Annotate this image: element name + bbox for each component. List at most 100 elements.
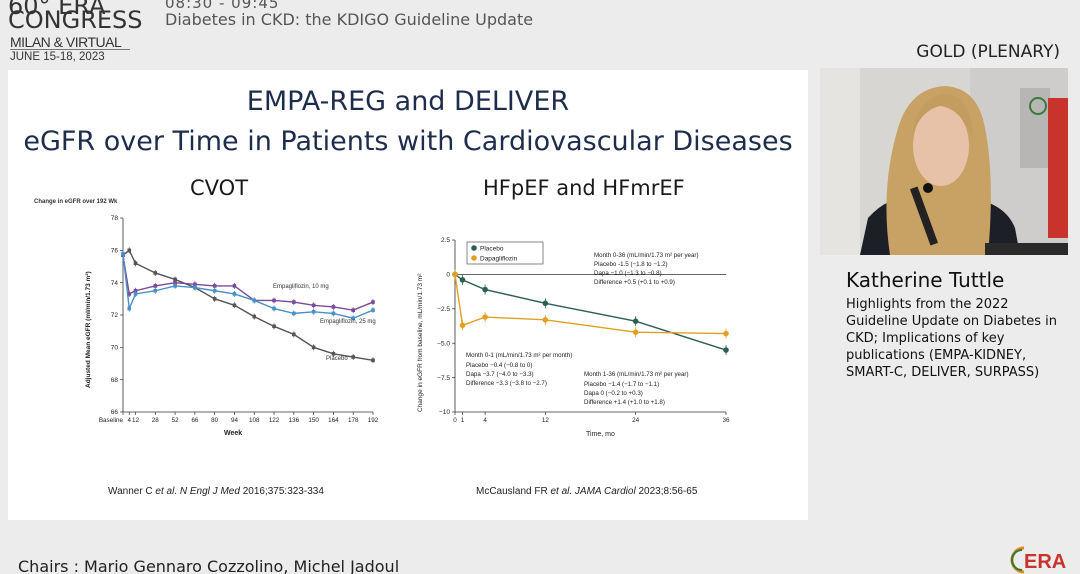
series-line-1 xyxy=(454,274,727,335)
data-point xyxy=(723,347,729,353)
annotation-header: Month 0-1 (mL/min/1.73 m² per month) xyxy=(466,352,572,359)
annotation-header: Month 1-36 (mL/min/1.73 m² per year) xyxy=(584,371,689,378)
x-tick-label: 66 xyxy=(191,417,199,424)
x-tick-label: Baseline xyxy=(99,417,124,424)
data-point xyxy=(331,352,336,356)
speaker-face xyxy=(913,106,969,186)
annotation-difference: Difference +0.5 (+0.1 to +0.9) xyxy=(594,279,675,286)
data-point xyxy=(371,358,375,363)
backdrop-red-panel xyxy=(1048,98,1068,238)
data-point xyxy=(632,318,639,324)
data-point xyxy=(133,292,138,296)
x-axis-label: Week xyxy=(224,430,242,437)
data-point xyxy=(272,306,276,311)
annotation-placebo: Placebo -1.5 (−1.8 to −1.2) xyxy=(594,261,668,268)
citation-journal: JAMA Cardiol xyxy=(572,486,636,497)
annotation-month-1-36: Month 1-36 (mL/min/1.73 m² per year) Pla… xyxy=(584,371,689,406)
data-point xyxy=(153,284,158,288)
x-tick-label: 108 xyxy=(249,417,260,424)
x-tick-label: 164 xyxy=(328,417,339,424)
speaker-video xyxy=(820,68,1068,255)
legend-label-placebo: Placebo xyxy=(480,246,504,253)
inline-label-empa-10: Empagliflozin, 10 mg xyxy=(273,284,329,290)
data-point xyxy=(311,345,316,350)
data-point xyxy=(292,311,296,316)
y-tick-label: 66 xyxy=(111,409,119,416)
data-point xyxy=(212,297,217,301)
annotation-header: Month 0-36 (mL/min/1.73 m² per year) xyxy=(594,252,699,259)
data-point xyxy=(127,248,132,253)
data-point xyxy=(311,303,316,308)
inline-label-empa-25: Empagliflozin, 25 mg xyxy=(320,319,376,325)
data-point xyxy=(459,322,466,329)
legend-label-dapagliflozin: Dapagliflozin xyxy=(480,256,518,263)
data-point xyxy=(292,300,296,304)
x-tick-label: 136 xyxy=(289,417,300,424)
annotation-dapa: Dapa −1.0 (−1.3 to −0.8) xyxy=(594,270,662,277)
legend-marker-placebo xyxy=(471,245,477,251)
y-tick-label: 70 xyxy=(111,345,119,352)
x-tick-label: 4 xyxy=(127,417,131,424)
data-point xyxy=(632,329,639,335)
y-tick-label: −7.5 xyxy=(437,375,450,382)
logo-line-4: JUNE 15-18, 2023 xyxy=(10,51,105,63)
inline-label-placebo: Placebo xyxy=(326,356,348,362)
era-logo-text: ERA xyxy=(1024,551,1066,573)
x-tick-label: 52 xyxy=(172,417,180,424)
data-point xyxy=(127,292,132,296)
logo-divider xyxy=(10,49,130,50)
data-point xyxy=(121,251,125,256)
data-point xyxy=(272,324,276,329)
data-point xyxy=(482,314,488,320)
data-point xyxy=(723,330,729,337)
logo-line-3: MILAN & VIRTUAL xyxy=(10,34,122,50)
annotation-dapa: Dapa −3.7 (−4.0 to −3.3) xyxy=(466,371,534,378)
annotation-month-0-1: Month 0-1 (mL/min/1.73 m² per month) Pla… xyxy=(466,352,572,387)
slide-title-line-1: EMPA-REG and DELIVER xyxy=(246,86,570,117)
x-tick-label: 122 xyxy=(269,417,280,424)
slide-title-line-2: eGFR over Time in Patients with Cardiova… xyxy=(23,126,793,157)
data-point xyxy=(371,308,375,312)
speaker-video-frame xyxy=(820,68,1068,255)
left-citation: Wanner C et al. N Engl J Med 2016;375:32… xyxy=(108,486,324,497)
legend-marker-dapagliflozin xyxy=(471,255,477,261)
chart-title: Change in eGFR over 192 Wk xyxy=(34,199,118,205)
logo-line-1: 60° ERA xyxy=(8,0,106,20)
logo-line-2: CONGRESS xyxy=(8,6,143,34)
room-label: GOLD (PLENARY) xyxy=(916,42,1060,62)
y-tick-label: 72 xyxy=(111,312,119,319)
annotation-placebo: Placebo −0.4 (−0.8 to 0) xyxy=(466,362,532,369)
data-point xyxy=(193,282,197,287)
citation-authors: McCausland FR xyxy=(476,486,551,497)
podium-screen xyxy=(985,243,1068,255)
session-time: 08:30 - 09:45 xyxy=(165,0,280,12)
microphone xyxy=(909,186,939,246)
empa-reg-chart: Change in eGFR over 192 Wk 66 68 70 72 74 76 7… xyxy=(34,199,379,437)
y-tick-label: −10 xyxy=(439,409,450,416)
y-tick-label: 68 xyxy=(111,377,119,384)
data-point xyxy=(351,316,356,321)
citation-ref: 2023;8:56-65 xyxy=(635,486,698,497)
x-axis-label: Time, mo xyxy=(586,431,615,438)
data-point xyxy=(292,332,296,337)
speaker-name: Katherine Tuttle xyxy=(846,268,1005,292)
data-point xyxy=(133,288,138,293)
x-tick-label: 80 xyxy=(211,417,219,424)
data-point xyxy=(232,303,237,308)
y-tick-label: 78 xyxy=(111,215,119,222)
session-header: 08:30 - 09:45 Diabetes in CKD: the KDIGO… xyxy=(165,0,533,29)
x-tick-label: 28 xyxy=(152,417,160,424)
data-point xyxy=(127,306,132,311)
data-point xyxy=(351,308,356,312)
data-point xyxy=(482,286,488,293)
x-tick-label: 94 xyxy=(231,417,239,424)
chairs-label: Chairs : Mario Gennaro Cozzolino, Michel… xyxy=(18,557,400,574)
presentation-slide: EMPA-REG and DELIVER eGFR over Time in P… xyxy=(8,70,808,520)
citation-etal: et al. xyxy=(155,486,178,497)
data-point xyxy=(542,300,549,307)
x-tick-label: 0 xyxy=(453,417,457,424)
data-point xyxy=(193,285,197,290)
session-title: Diabetes in CKD: the KDIGO Guideline Upd… xyxy=(165,10,534,29)
citation-ref: 2016;375:323-334 xyxy=(239,486,324,497)
x-tick-label: 178 xyxy=(348,417,359,424)
